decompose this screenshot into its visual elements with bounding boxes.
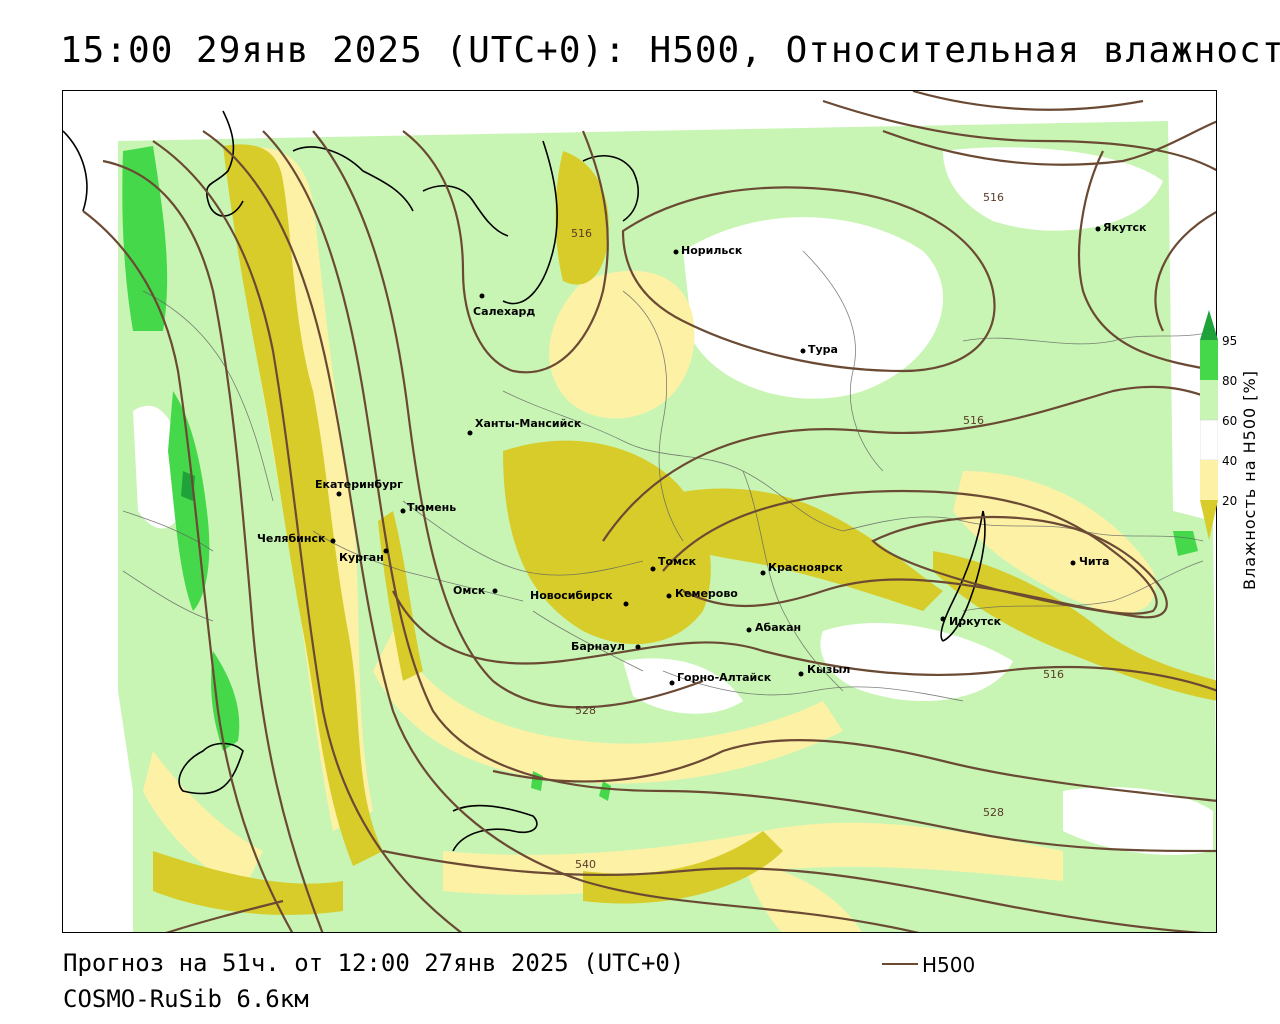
- isoline: [912, 91, 1144, 111]
- city-dot: [623, 601, 629, 607]
- city-label: Курган: [339, 551, 384, 564]
- isoline: [165, 899, 284, 932]
- city-label: Томск: [658, 555, 697, 568]
- city-label: Красноярск: [768, 561, 843, 574]
- city-dot: [760, 570, 766, 576]
- colorbar-label: Влажность на H500 [%]: [1240, 370, 1259, 590]
- weather-map: 516 516 516 516 528 528 540 Норильск Яку…: [62, 90, 1217, 933]
- h500-legend-label: H500: [922, 953, 976, 977]
- map-title: 15:00 29янв 2025 (UTC+0): H500, Относите…: [60, 30, 1280, 71]
- coastlines: [63, 110, 986, 852]
- humidity-field-dark-yellow: [223, 144, 383, 867]
- isoline-label: 516: [1043, 668, 1064, 681]
- city-dot: [798, 671, 804, 677]
- city-label: Барнаул: [571, 640, 625, 653]
- isoline: [382, 849, 1204, 932]
- isoline: [822, 99, 1216, 172]
- isoline-label: 516: [963, 414, 984, 427]
- h500-legend-swatch: [882, 963, 918, 965]
- colorbar-tick: 95: [1222, 334, 1238, 348]
- city-dot: [635, 644, 641, 650]
- model-name: COSMO-RuSib 6.6км: [63, 985, 309, 1013]
- city-dot: [940, 616, 946, 622]
- city-label: Кызыл: [807, 663, 850, 676]
- isoline-label: 528: [983, 806, 1004, 819]
- isoline: [1154, 210, 1216, 332]
- city-dot: [1070, 560, 1076, 566]
- isoline: [492, 739, 1216, 802]
- city-label: Якутск: [1103, 221, 1147, 234]
- city-dot: [673, 249, 679, 255]
- isoline: [312, 130, 704, 709]
- city-dot: [330, 538, 336, 544]
- h500-isolines: [82, 91, 1216, 932]
- city-markers: Норильск Якутск Салехард Тура Ханты-Манс…: [257, 221, 1147, 686]
- city-label: Абакан: [755, 621, 801, 634]
- isoline: [202, 130, 920, 932]
- isoline: [602, 385, 1216, 542]
- isoline: [871, 515, 1168, 619]
- city-dot: [650, 566, 656, 572]
- colorbar-tick: 80: [1222, 374, 1238, 388]
- city-dot: [479, 293, 485, 299]
- colorbar-tick: 20: [1222, 494, 1238, 508]
- city-label: Тура: [808, 343, 838, 356]
- isoline-label: 528: [575, 704, 596, 717]
- humidity-field-moist: [122, 146, 168, 331]
- colorbar-tick: 60: [1222, 414, 1238, 428]
- isoline: [402, 130, 609, 374]
- city-label: Омск: [453, 584, 486, 597]
- city-dot: [383, 548, 389, 554]
- city-dot: [336, 491, 342, 497]
- humidity-field-white: [683, 217, 943, 399]
- map-canvas: 516 516 516 516 528 528 540 Норильск Яку…: [63, 91, 1216, 932]
- isoline: [621, 186, 996, 373]
- city-label: Челябинск: [257, 532, 326, 545]
- city-dot: [400, 508, 406, 514]
- city-label: Екатеринбург: [315, 478, 403, 491]
- humidity-field-light-yellow: [549, 270, 695, 419]
- city-dot: [467, 430, 473, 436]
- colorbar-tick: 40: [1222, 454, 1238, 468]
- isoline-label: 516: [983, 191, 1004, 204]
- isoline: [102, 159, 324, 932]
- region-borders: [122, 250, 1214, 702]
- city-label: Кемерово: [675, 587, 738, 600]
- isoline-label: 540: [575, 858, 596, 871]
- forecast-info: Прогноз на 51ч. от 12:00 27янв 2025 (UTC…: [63, 949, 685, 977]
- isoline: [152, 140, 463, 932]
- city-dot: [666, 593, 672, 599]
- city-dot: [492, 588, 498, 594]
- city-label: Ханты-Мансийск: [475, 417, 582, 430]
- isoline: [662, 489, 1158, 615]
- isoline: [392, 590, 1216, 692]
- isoline: [1078, 150, 1216, 372]
- city-label: Новосибирск: [530, 589, 613, 602]
- isoline-label: 516: [571, 227, 592, 240]
- city-dot: [1095, 226, 1101, 232]
- isoline: [262, 130, 1216, 853]
- city-label: Тюмень: [407, 501, 456, 514]
- isoline: [882, 120, 1216, 166]
- city-label: Салехард: [473, 305, 535, 318]
- city-dot: [746, 627, 752, 633]
- city-label: Горно-Алтайск: [677, 671, 772, 684]
- humidity-colorbar: [1200, 310, 1218, 540]
- city-dot: [669, 680, 675, 686]
- isoline: [82, 210, 294, 932]
- city-label: Норильск: [681, 244, 743, 257]
- city-label: Чита: [1079, 555, 1109, 568]
- city-label: Иркутск: [949, 615, 1002, 628]
- city-dot: [800, 348, 806, 354]
